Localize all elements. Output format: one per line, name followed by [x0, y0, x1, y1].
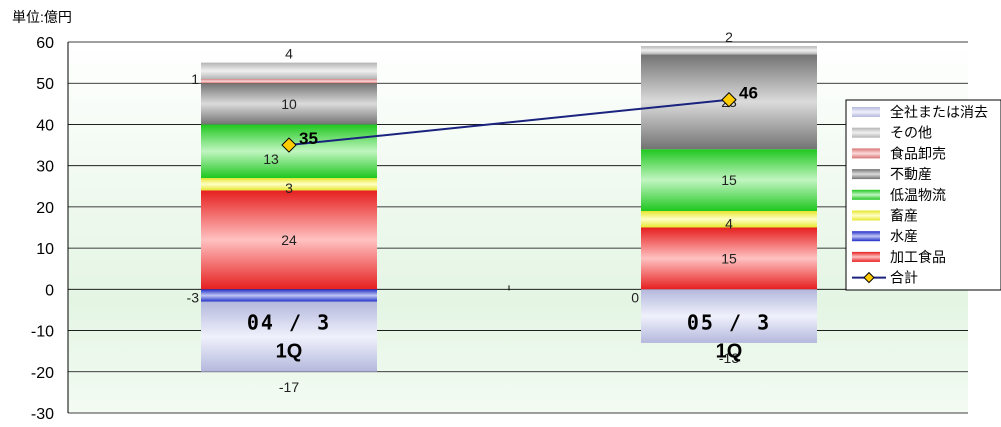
- bar-data-label: 13: [263, 151, 279, 167]
- legend-swatch: [852, 189, 880, 200]
- legend-swatch: [852, 231, 880, 242]
- bar-data-label: -17: [279, 379, 299, 395]
- total-data-label: 35: [299, 129, 318, 148]
- bar-data-label: 10: [281, 96, 297, 112]
- legend-swatch: [852, 148, 880, 159]
- bar-segment: [201, 190, 377, 290]
- category-label-line2: 1Q: [276, 340, 303, 362]
- bar-segment: [641, 211, 817, 228]
- bar-data-label: 0: [631, 289, 639, 305]
- category-label-line1: 04 / 3: [247, 310, 331, 334]
- y-tick-label: 10: [36, 241, 54, 258]
- bar-data-label: 1: [191, 71, 199, 87]
- bar-data-label: 15: [721, 172, 737, 188]
- total-data-label: 46: [739, 84, 758, 103]
- legend-label: 全社または消去: [890, 104, 988, 120]
- category-label-line1: 05 / 3: [687, 310, 771, 334]
- y-tick-label: 60: [36, 35, 54, 52]
- legend-label: 不動産: [890, 166, 932, 182]
- legend-swatch: [852, 251, 880, 262]
- total-line: [288, 98, 730, 147]
- unit-label: 単位:億円: [12, 9, 72, 25]
- bar-segment: [201, 178, 377, 191]
- legend-label: 畜産: [890, 208, 918, 224]
- bar-segment: [201, 301, 377, 372]
- bar-segment: [201, 289, 377, 302]
- y-tick-label: 40: [36, 117, 54, 134]
- y-tick-label: 20: [36, 200, 54, 217]
- legend-swatch: [852, 127, 880, 138]
- bar-data-label: 4: [725, 215, 733, 231]
- legend-swatch: [852, 210, 880, 221]
- bar-segment: [641, 227, 817, 290]
- bar-data-label: 4: [285, 46, 293, 62]
- total-marker: [721, 92, 737, 108]
- y-tick-label: -20: [31, 365, 54, 382]
- bar-data-label: 2: [725, 29, 733, 45]
- bar-data-label: -3: [187, 289, 200, 305]
- bar-segment: [201, 83, 377, 125]
- legend-swatch: [852, 169, 880, 180]
- y-tick-label: 0: [45, 282, 54, 299]
- bar-segment: [641, 149, 817, 212]
- y-tick-label: 30: [36, 159, 54, 176]
- bar-segment: [201, 79, 377, 84]
- legend-label: 低温物流: [890, 187, 946, 203]
- y-tick-label: 50: [36, 76, 54, 93]
- bar-segment: [201, 62, 377, 80]
- legend-label: 加工食品: [890, 249, 946, 265]
- category-label-line2: 1Q: [716, 340, 743, 362]
- bar-data-label: 3: [285, 180, 293, 196]
- y-tick-label: -30: [31, 406, 54, 423]
- legend-label: その他: [890, 125, 932, 141]
- bar-data-label: 15: [721, 250, 737, 266]
- legend-label: 食品卸売: [890, 145, 946, 161]
- bar-data-label: 24: [281, 232, 297, 248]
- total-marker: [281, 137, 297, 153]
- legend-marker-swatch: [863, 271, 875, 284]
- bar-segment: [641, 289, 817, 343]
- bar-data-label: -13: [719, 350, 739, 366]
- bar-segment: [641, 46, 817, 55]
- legend-swatch: [852, 107, 880, 117]
- y-tick-label: -10: [31, 324, 54, 341]
- legend-label: 合計: [890, 270, 918, 286]
- legend-label: 水産: [890, 228, 918, 244]
